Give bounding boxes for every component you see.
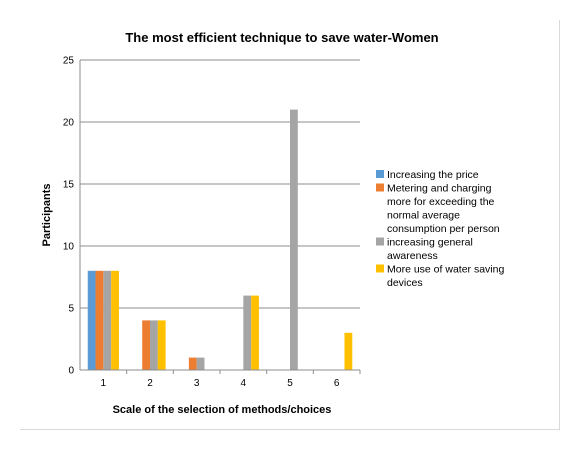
- y-tick-label: 20: [63, 118, 75, 129]
- x-tick-label: 3: [194, 378, 200, 389]
- legend-label-line: Metering and charging: [387, 183, 492, 195]
- legend-swatch: [376, 183, 384, 192]
- legend-label-line: awareness: [387, 250, 438, 262]
- bar: [251, 295, 259, 370]
- legend-label-line: consumption per person: [387, 223, 500, 235]
- y-tick-label: 5: [68, 304, 74, 315]
- bars-group: [87, 109, 353, 370]
- y-axis-title: Participants: [41, 184, 53, 247]
- axes-group: [79, 60, 361, 374]
- y-tick-label: 0: [68, 366, 74, 377]
- bar: [243, 295, 252, 370]
- x-tick-label: 6: [334, 378, 340, 389]
- bar: [196, 357, 205, 370]
- bar: [150, 320, 158, 370]
- chart-frame: [20, 20, 560, 430]
- x-tick-label: 5: [287, 378, 293, 389]
- bar: [344, 332, 353, 370]
- bar: [95, 270, 104, 370]
- chart-title: The most efficient technique to save wat…: [125, 30, 438, 45]
- bar: [111, 270, 119, 370]
- y-tick-label: 25: [63, 56, 75, 67]
- y-tick-labels: 0 5 10 15 20 25: [63, 56, 75, 377]
- legend-swatch: [376, 237, 384, 246]
- grid-lines: [80, 59, 360, 309]
- bar: [157, 320, 166, 370]
- bar: [103, 270, 112, 370]
- legend-label: More use of water saving devices: [387, 264, 504, 290]
- bar: [188, 357, 197, 370]
- legend-swatch: [376, 264, 384, 273]
- legend-label: Metering and charging more for exceeding …: [387, 183, 500, 236]
- x-tick-label: 4: [241, 378, 247, 389]
- x-axis-title: Scale of the selection of methods/choice…: [113, 404, 332, 416]
- x-tick-label: 1: [101, 378, 107, 389]
- bar: [87, 270, 96, 370]
- legend-label-line: normal average: [387, 210, 460, 222]
- x-tick-label: 2: [147, 378, 153, 389]
- legend-label-line: increasing general: [387, 237, 473, 249]
- legend-label-line: devices: [387, 277, 423, 289]
- y-tick-label: 15: [63, 180, 75, 191]
- legend-label-line: Increasing the price: [387, 169, 479, 181]
- legend-label-line: More use of water saving: [387, 264, 504, 276]
- bar: [290, 109, 298, 370]
- x-tick-labels: 1 2 3 4 5 6: [101, 378, 340, 389]
- legend-label: Increasing the price: [387, 169, 479, 181]
- legend-label: increasing general awareness: [387, 237, 473, 263]
- y-tick-label: 10: [63, 242, 75, 253]
- legend-label-line: more for exceeding the: [387, 196, 495, 208]
- bar: [142, 320, 150, 370]
- legend: Increasing the price Metering and chargin…: [376, 169, 504, 289]
- legend-swatch: [376, 170, 384, 178]
